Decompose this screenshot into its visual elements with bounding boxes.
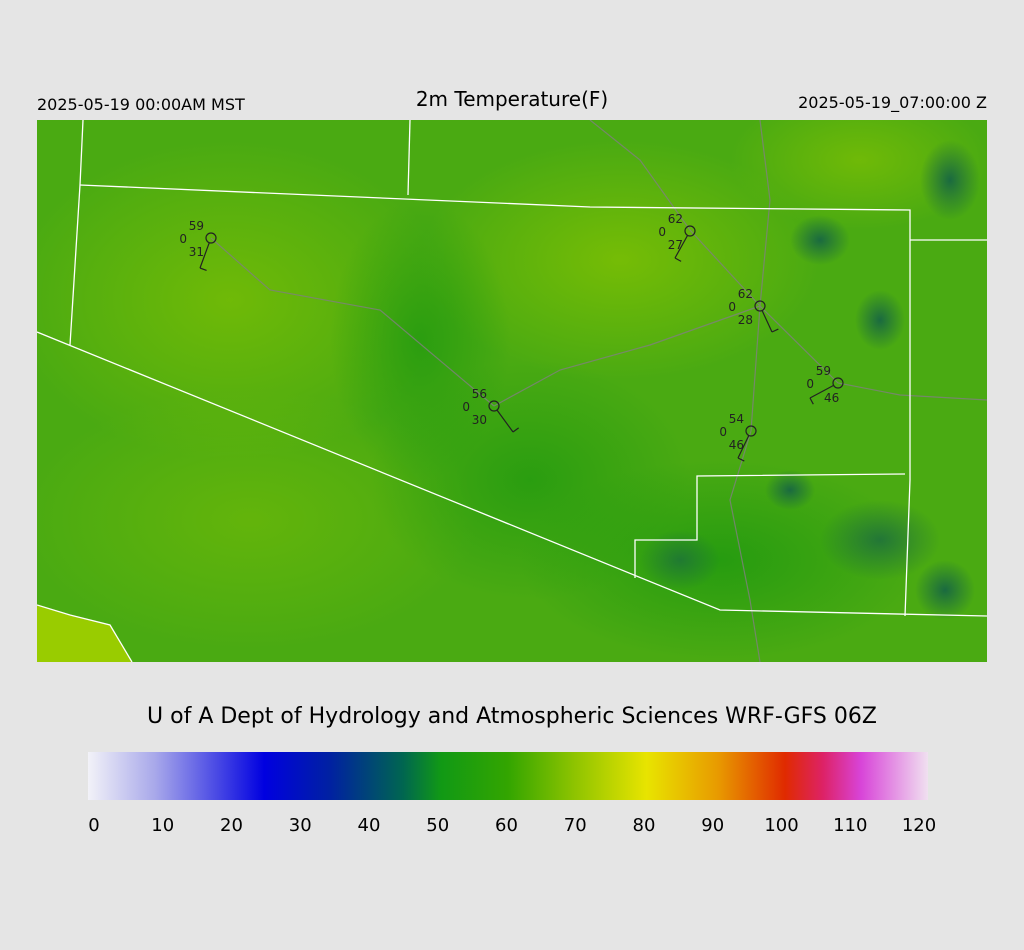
station-temperature: 56 <box>472 387 487 401</box>
colorbar-tick-label: 110 <box>833 815 867 836</box>
wind-barb-tick <box>809 397 814 405</box>
station-temperature: 59 <box>189 219 204 233</box>
wind-barb <box>199 242 210 269</box>
station-dewpoint: 31 <box>189 245 204 259</box>
station-circle <box>832 377 844 389</box>
station-dewpoint: 28 <box>738 313 753 327</box>
colorbar-tick-label: 20 <box>220 815 243 836</box>
station-pressure: 0 <box>806 377 814 391</box>
wind-barb-tick <box>512 427 520 433</box>
station-circle <box>745 425 757 437</box>
station-pressure: 0 <box>462 400 470 414</box>
colorbar-tick-label: 10 <box>151 815 174 836</box>
wind-barb-tick <box>674 257 682 262</box>
map-title: 2m Temperature(F) <box>416 87 608 111</box>
colorbar-tick-label: 70 <box>564 815 587 836</box>
station-dewpoint: 30 <box>472 413 487 427</box>
colorbar-ticks: 0 10 20 30 40 50 60 70 80 90 100 110 120 <box>88 815 936 836</box>
credit: U of A Dept of Hydrology and Atmospheric… <box>147 704 877 729</box>
station-temperature: 59 <box>816 364 831 378</box>
station-circle <box>684 225 696 237</box>
valid-time-local: 2025-05-19 00:00AM MST <box>37 95 245 114</box>
wind-barb <box>496 409 514 433</box>
wind-barb <box>761 310 773 333</box>
colorbar <box>88 752 928 800</box>
colorbar-tick-label: 50 <box>426 815 449 836</box>
wind-barb <box>809 384 834 399</box>
station-temperature: 54 <box>729 412 744 426</box>
wind-barb-tick <box>737 457 745 462</box>
station-pressure: 0 <box>179 232 187 246</box>
colorbar-tick-label: 120 <box>902 815 936 836</box>
colorbar-tick-label: 90 <box>701 815 724 836</box>
station-circle <box>488 400 500 412</box>
valid-time-utc: 2025-05-19_07:00:00 Z <box>798 93 987 113</box>
colorbar-tick-label: 60 <box>495 815 518 836</box>
station: 590 46 <box>806 364 844 405</box>
colorbar-tick-label: 80 <box>633 815 656 836</box>
colorbar-tick-label: 0 <box>88 815 99 836</box>
wind-barb <box>674 235 689 259</box>
station-dewpoint: 46 <box>729 438 744 452</box>
station-pressure: 0 <box>728 300 736 314</box>
station-temperature: 62 <box>738 287 753 301</box>
wind-barb-tick <box>771 328 779 333</box>
station-temperature: 62 <box>668 212 683 226</box>
station-pressure: 0 <box>719 425 727 439</box>
station-pressure: 0 <box>658 225 666 239</box>
colorbar-tick-label: 100 <box>764 815 798 836</box>
wind-barb-tick <box>199 267 207 271</box>
station-circle <box>205 232 217 244</box>
station-circle <box>754 300 766 312</box>
station-dewpoint: 46 <box>824 391 839 405</box>
map <box>37 120 987 662</box>
wind-barb <box>737 435 750 459</box>
colorbar-tick-label: 30 <box>289 815 312 836</box>
colorbar-tick-label: 40 <box>358 815 381 836</box>
station-dewpoint: 27 <box>668 238 683 252</box>
